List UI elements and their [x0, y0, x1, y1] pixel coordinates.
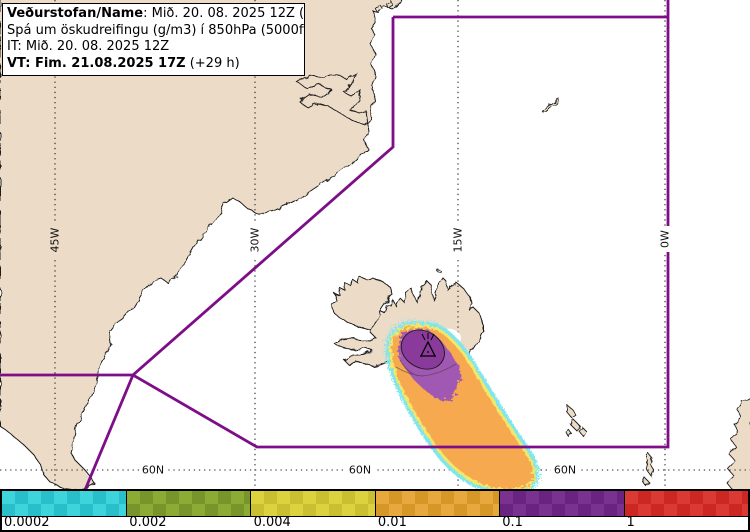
- meridian-label-text: 45W: [49, 227, 62, 252]
- norway-coast: [726, 396, 750, 489]
- parallel-label-text: 60N: [349, 464, 371, 477]
- legend-label-0.1: 0.1: [502, 515, 523, 530]
- label-halo: [249, 224, 261, 257]
- legend-cell-0.0002: [2, 491, 127, 516]
- greenland-landmass: [0, 0, 403, 489]
- parallel-label-text: 60N: [554, 464, 576, 477]
- faroe-islands: [565, 404, 587, 437]
- label-halo: [139, 464, 168, 476]
- plume-purple-dark-core: [400, 329, 445, 370]
- shetland-islands: [641, 452, 655, 486]
- parallel-label-text: 60N: [142, 464, 164, 477]
- ash-plume: [385, 320, 540, 489]
- info-line-init-time: IT: Mið. 20. 08. 2025 12Z: [7, 39, 170, 55]
- legend-cell-1: [624, 491, 748, 516]
- info-line-name: Veðurstofan/Name: Mið. 20. 08. 2025 12Z …: [7, 6, 304, 23]
- forecast-info-box: Veðurstofan/Name: Mið. 20. 08. 2025 12Z …: [2, 3, 305, 77]
- meridian-label-45w: 45W: [49, 224, 62, 257]
- iceland-westfjords: [331, 276, 393, 331]
- info-line-subtitle: Spá um öskudreifingu (g/m3) í 850hPa (50…: [7, 22, 305, 38]
- small-islands: [542, 98, 750, 489]
- jan-mayen-island: [542, 98, 560, 113]
- marker-dot-left: [420, 355, 422, 357]
- meridian-label-30w: 30W: [249, 224, 262, 257]
- info-line-valid-time: VT: Fim. 21.08.2025 17Z (+29 h): [7, 56, 299, 73]
- meridian-label-text: 0W: [659, 230, 672, 248]
- label-halo: [659, 226, 671, 252]
- map-canvas: 45W 30W 15W 0W 60N 60N 60N: [0, 0, 750, 489]
- info-valid-time-bold: VT: Fim. 21.08.2025 17Z: [7, 55, 186, 71]
- coastline-through-plume: [395, 359, 457, 377]
- label-halo: [49, 224, 61, 257]
- info-name-value: : Mið. 20. 08. 2025 12Z (+29 h): [143, 6, 305, 21]
- parallel-label-60n-2: 60N: [346, 464, 375, 477]
- eruption-ticks: [421, 333, 435, 341]
- marker-dot-center: [427, 351, 429, 353]
- label-halo: [551, 464, 580, 476]
- greenland-islets: [373, 0, 394, 13]
- concentration-legend: 0.0002 0.002 0.004 0.01 0.1 1: [0, 489, 750, 532]
- legend-label-1: 1: [626, 515, 635, 530]
- info-name-label: Veðurstofan/Name: [7, 6, 144, 21]
- graticule-labels: 45W 30W 15W 0W 60N 60N 60N: [49, 224, 672, 477]
- label-halo: [452, 224, 464, 257]
- meridian-label-text: 15W: [452, 227, 465, 252]
- legend-cell-0.01: [375, 491, 500, 516]
- meridian-label-15w: 15W: [452, 224, 465, 257]
- legend-cell-0.1: [500, 491, 625, 516]
- meridian-label-0w: 0W: [659, 226, 672, 252]
- volcano-triangle: [419, 340, 437, 357]
- legend-value-labels: 0.0002 0.002 0.004 0.01 0.1 1: [2, 515, 748, 530]
- parallel-label-60n-1: 60N: [139, 464, 168, 477]
- forecast-map: 45W 30W 15W 0W 60N 60N 60N: [0, 0, 750, 489]
- info-valid-time-rest: (+29 h): [185, 55, 240, 71]
- label-halo: [346, 464, 375, 476]
- grimsey-islet: [437, 269, 441, 273]
- legend-cell-0.002: [126, 491, 251, 516]
- volcano-marker-icon: [419, 333, 437, 357]
- fir-boundary: [0, 0, 670, 489]
- parallel-label-60n-3: 60N: [551, 464, 580, 477]
- meridian-label-text: 30W: [249, 227, 262, 252]
- greenland-coast: [0, 0, 403, 489]
- legend-label-0.0002: 0.0002: [4, 515, 50, 530]
- marker-dot-right: [434, 355, 436, 357]
- legend-color-bar: [2, 491, 748, 517]
- legend-label-0.004: 0.004: [253, 515, 291, 530]
- legend-label-0.01: 0.01: [377, 515, 407, 530]
- legend-cell-0.004: [251, 491, 376, 516]
- legend-label-0.002: 0.002: [129, 515, 167, 530]
